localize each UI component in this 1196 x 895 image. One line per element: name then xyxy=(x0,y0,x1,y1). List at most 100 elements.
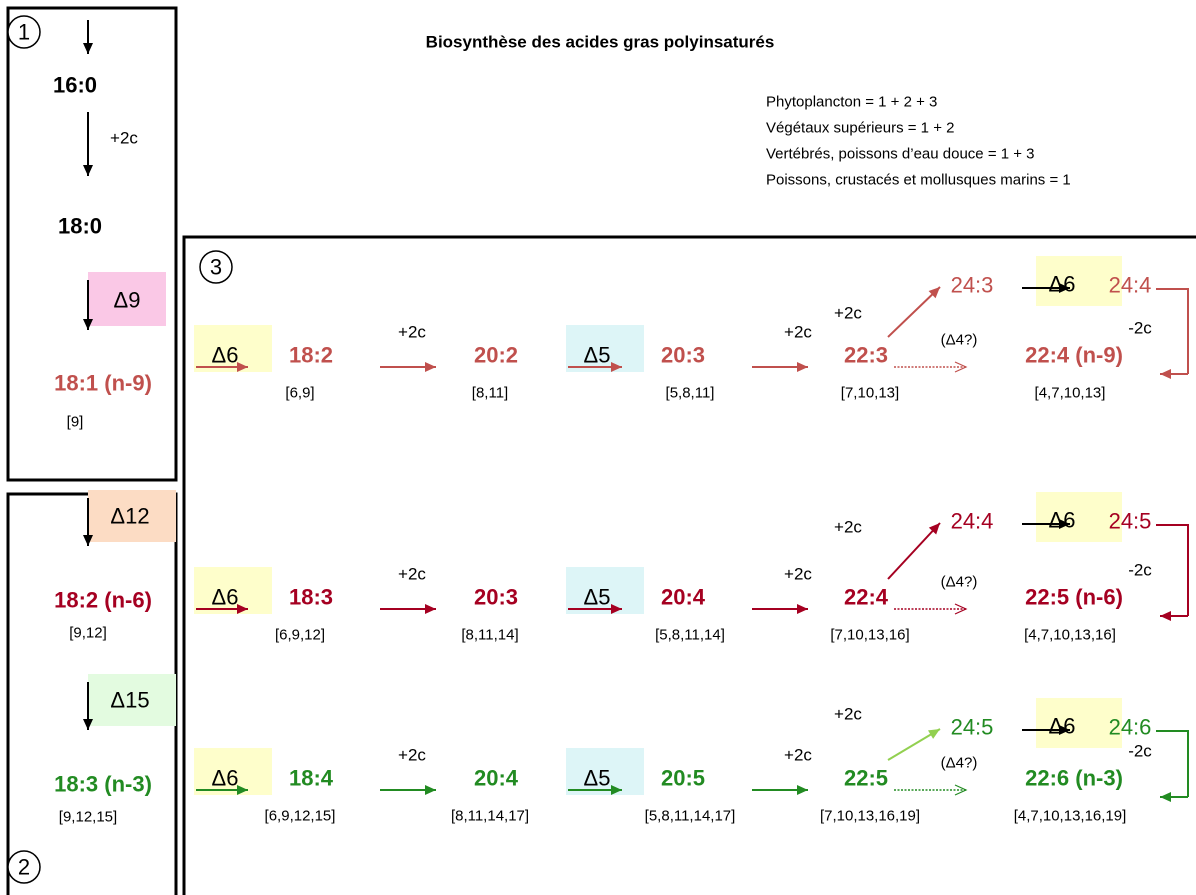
label: Δ12 xyxy=(110,504,149,529)
highlight xyxy=(1036,698,1122,748)
label: +2c xyxy=(834,705,862,724)
label: [8,11,14,17] xyxy=(451,808,529,825)
arrow-head xyxy=(425,785,436,795)
label: +2c xyxy=(398,323,426,342)
arrow-head xyxy=(611,604,622,614)
connector xyxy=(1156,730,1189,797)
label: (Δ4?) xyxy=(941,574,978,591)
label: (Δ4?) xyxy=(941,332,978,349)
label: 18:0 xyxy=(58,214,102,239)
label: 22:5 xyxy=(844,766,888,791)
label: 22:5 (n-6) xyxy=(1025,585,1123,610)
arrow-head xyxy=(797,604,808,614)
label: 24:5 xyxy=(951,715,994,740)
label: 24:5 xyxy=(1109,509,1152,534)
arrow-head xyxy=(797,362,808,372)
arrow-head xyxy=(1160,611,1171,621)
label: 2 xyxy=(18,855,30,880)
label: +2c xyxy=(784,323,812,342)
arrow-head xyxy=(928,523,940,535)
label: [6,9,12,15] xyxy=(265,808,336,825)
arrow-head xyxy=(954,361,968,373)
label: [6,9,12] xyxy=(275,627,325,644)
arrow-head xyxy=(83,165,93,176)
label: 20:2 xyxy=(474,343,518,368)
arrow-head xyxy=(237,785,248,795)
highlight xyxy=(1036,256,1122,306)
arrow-head xyxy=(1160,369,1171,379)
label: +2c xyxy=(398,746,426,765)
highlight xyxy=(88,674,176,726)
label: Δ15 xyxy=(110,688,149,713)
label: 20:3 xyxy=(474,585,518,610)
label: Δ5 xyxy=(584,585,611,610)
label: [6,9] xyxy=(285,385,314,402)
label: (Δ4?) xyxy=(941,755,978,772)
arrow-head xyxy=(797,785,808,795)
label: [4,7,10,13,16,19] xyxy=(1014,808,1127,825)
label: [5,8,11,14,17] xyxy=(645,808,736,825)
step-number-circle xyxy=(7,850,41,884)
connector xyxy=(1156,288,1189,374)
arrow-head xyxy=(1059,519,1070,529)
label: 22:4 xyxy=(844,585,889,610)
label: 24:4 xyxy=(1109,273,1152,298)
step-number-circle xyxy=(7,15,41,49)
arrow-head xyxy=(83,535,93,546)
step-number-circle xyxy=(199,250,233,284)
label: -2c xyxy=(1128,561,1152,580)
label: -2c xyxy=(1128,742,1152,761)
arrow-head xyxy=(83,319,93,330)
highlight xyxy=(194,325,272,372)
label: 1 xyxy=(18,20,30,45)
connector xyxy=(1156,524,1189,616)
label: 24:6 xyxy=(1109,715,1152,740)
label: [5,8,11,14] xyxy=(655,627,725,644)
label: Δ6 xyxy=(212,766,239,791)
label: 20:4 xyxy=(661,585,706,610)
arrow-head xyxy=(237,604,248,614)
label: Poissons, crustacés et mollusques marins… xyxy=(766,172,1071,189)
label: 24:4 xyxy=(951,509,994,534)
label: [9,12,15] xyxy=(59,809,117,826)
label: Δ5 xyxy=(584,343,611,368)
label: 24:3 xyxy=(951,273,994,298)
label: 20:3 xyxy=(661,343,705,368)
box-1 xyxy=(6,6,178,482)
label: [9,12] xyxy=(69,625,107,642)
label: +2c xyxy=(398,565,426,584)
highlight xyxy=(566,567,644,614)
highlight xyxy=(566,748,644,795)
label: 20:5 xyxy=(661,766,705,791)
arrow-head xyxy=(1059,283,1070,293)
highlight xyxy=(1036,492,1122,542)
label: +2c xyxy=(784,565,812,584)
label: +2c xyxy=(834,304,862,323)
label: 22:4 (n-9) xyxy=(1025,343,1123,368)
arrow-head xyxy=(83,43,93,54)
label: Δ9 xyxy=(114,288,141,313)
highlight xyxy=(566,325,644,372)
label: +2c xyxy=(784,746,812,765)
label: Δ5 xyxy=(584,766,611,791)
label: 20:4 xyxy=(474,766,519,791)
label: 18:2 xyxy=(289,343,333,368)
label: 18:3 xyxy=(289,585,333,610)
label: Végétaux supérieurs = 1 + 2 xyxy=(766,120,954,137)
label: 18:4 xyxy=(289,766,334,791)
label: Δ6 xyxy=(212,585,239,610)
box-3 xyxy=(182,235,1196,895)
highlight xyxy=(88,272,166,326)
label: 18:3 (n-3) xyxy=(54,772,152,797)
arrow-head xyxy=(425,362,436,372)
arrow-head xyxy=(1160,792,1171,802)
label: 16:0 xyxy=(53,73,97,98)
arrow-head xyxy=(928,287,940,299)
label: [7,10,13,16] xyxy=(830,627,909,644)
label: Vertébrés, poissons d’eau douce = 1 + 3 xyxy=(766,146,1035,163)
highlight xyxy=(194,748,272,795)
label: [4,7,10,13,16] xyxy=(1024,627,1116,644)
arrow-head xyxy=(927,729,940,739)
label: 22:3 xyxy=(844,343,888,368)
